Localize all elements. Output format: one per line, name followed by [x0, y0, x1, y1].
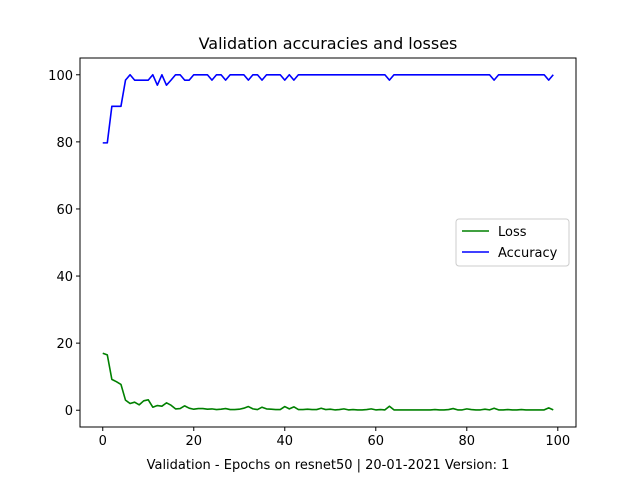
- chart-title: Validation accuracies and losses: [199, 34, 458, 53]
- y-tick-label: 20: [56, 337, 73, 352]
- y-tick-label: 80: [56, 136, 73, 151]
- plot-area: [102, 73, 554, 411]
- y-tick-label: 40: [56, 270, 73, 285]
- series-line-accuracy: [102, 73, 554, 144]
- x-axis-label: Validation - Epochs on resnet50 | 20-01-…: [147, 458, 510, 473]
- axes: 0 20 40 60 80 100 0 20 40 60 80 100: [48, 57, 577, 449]
- y-tick-label: 100: [48, 69, 73, 84]
- series-line-loss: [102, 352, 554, 411]
- legend: Loss Accuracy: [455, 218, 570, 267]
- legend-label-accuracy: Accuracy: [498, 246, 558, 261]
- x-tick-label: 80: [459, 434, 476, 449]
- y-tick-label: 0: [65, 404, 73, 419]
- x-tick-label: 40: [276, 434, 293, 449]
- y-tick-label: 60: [56, 203, 73, 218]
- x-tick-label: 20: [185, 434, 202, 449]
- x-tick-label: 60: [368, 434, 385, 449]
- legend-label-loss: Loss: [498, 225, 527, 240]
- axes-frame: [79, 57, 577, 428]
- x-tick-label: 0: [99, 434, 107, 449]
- x-tick-label: 100: [545, 434, 570, 449]
